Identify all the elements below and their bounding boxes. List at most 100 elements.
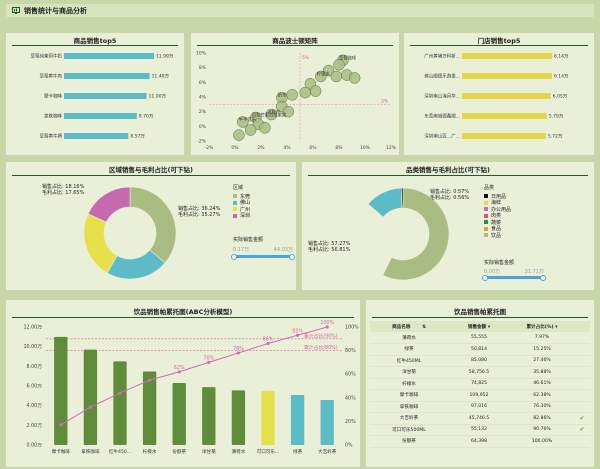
filter-icon[interactable]: ▾ (555, 324, 558, 330)
legend-item[interactable]: 肉类 (484, 213, 511, 219)
filter-icon[interactable]: ▾ (487, 324, 491, 330)
legend-item[interactable]: 海鲜 (484, 200, 511, 206)
table-row[interactable]: 红牛450ML 85,080 27.46% (370, 355, 590, 367)
legend-item[interactable]: 食品 (484, 226, 511, 232)
y-tick-label: 10% (196, 51, 207, 57)
legend-item[interactable]: 佛山 (233, 200, 250, 206)
cumulative-point[interactable] (266, 341, 270, 346)
scatter-point[interactable] (299, 86, 311, 99)
empty-flag (574, 366, 590, 379)
sort-icon[interactable]: ⇅ (422, 324, 426, 330)
title-divider (12, 317, 354, 318)
table-row[interactable]: 份额茶 64,398 100.00% (370, 435, 590, 448)
category-donut-chart[interactable] (302, 176, 594, 290)
table-row[interactable]: 大吉岭茶 45,746.5 82.86% ✔ (370, 412, 590, 425)
region-sales-share: 销售占比: 36.24% (178, 206, 221, 212)
region-donut-chart[interactable] (6, 176, 296, 290)
scatter-point[interactable] (322, 64, 335, 77)
slider-track[interactable] (482, 274, 546, 281)
scatter-point[interactable] (309, 85, 322, 97)
legend-item[interactable]: 深圳 (233, 213, 250, 219)
cumulative-point[interactable] (88, 405, 92, 409)
pie-slice[interactable] (401, 187, 404, 209)
pareto-bar[interactable] (231, 390, 246, 445)
slider-handle-right[interactable] (540, 274, 546, 281)
bar[interactable] (64, 113, 137, 119)
legend-label: 日用品 (491, 193, 507, 200)
scatter-point[interactable] (282, 105, 295, 118)
legend-item[interactable]: 东莞 (233, 193, 250, 200)
bar[interactable] (462, 133, 546, 139)
table-row[interactable]: 洋甘菊 58,756.5 35.88% (370, 366, 590, 379)
scatter-point[interactable] (286, 89, 298, 101)
cumulative-point[interactable] (177, 370, 181, 374)
pie-slice[interactable] (83, 213, 118, 274)
y-tick-label: 6% (199, 80, 207, 86)
legend-item[interactable]: 蔬菜 (484, 219, 511, 226)
table-row[interactable]: 拿铁咖啡 97,016 76.30% (370, 401, 590, 413)
table-row[interactable]: 可口可乐500ML 55,132 90.76% ✔ (370, 424, 590, 436)
slider-track[interactable] (231, 253, 295, 260)
pie-slice[interactable] (87, 186, 131, 223)
slider-handle-left[interactable] (482, 274, 488, 281)
pareto-bar[interactable] (54, 336, 68, 445)
region-sales-share: 销售占比: 18.16% (42, 184, 85, 190)
cumulative-point[interactable] (148, 378, 152, 382)
slider-handle-right[interactable] (289, 253, 295, 260)
scatter-chart[interactable]: 10% 8% 6% 4% 2% 0% -2%-2% 0% 2% 4% 6% 8% 10% 12% 5% 3% 草… (191, 47, 399, 155)
bar[interactable] (462, 93, 551, 99)
x-tick-label: 摩卡咖啡 (52, 448, 71, 455)
cumulative-point[interactable] (236, 351, 240, 355)
table-row[interactable]: 柠檬水 74,825 46.61% (370, 378, 590, 390)
pareto-bar[interactable] (290, 395, 305, 445)
pie-slice[interactable] (382, 187, 450, 281)
scatter-point[interactable] (265, 108, 278, 121)
pareto-bar[interactable] (202, 387, 216, 445)
region-margin-share: 毛利占比: 35.27% (178, 212, 221, 218)
cumulative-point[interactable] (118, 391, 122, 395)
pareto-bar[interactable] (142, 371, 157, 445)
scatter-point[interactable] (259, 122, 271, 134)
scatter-point[interactable] (233, 129, 245, 141)
cumulative-point[interactable] (59, 423, 63, 427)
cumulative-point[interactable] (296, 333, 300, 337)
table-row[interactable]: 摩卡咖啡 109,952 62.38% (370, 389, 590, 402)
legend-item[interactable]: 办公用品 (484, 206, 511, 213)
bar[interactable] (64, 133, 129, 139)
table-row[interactable]: 薄荷水 55,555 7.97% (370, 332, 590, 344)
scatter-point[interactable] (348, 72, 361, 84)
pareto-chart[interactable]: 12.00万 10.00万 8.00万 6.00万 4.00万 2.00万 0.00万 100… (6, 319, 360, 467)
pareto-bar[interactable] (83, 349, 98, 445)
cumulative-point[interactable] (207, 360, 211, 364)
scatter-point[interactable] (330, 70, 343, 83)
pareto-bar[interactable] (320, 400, 334, 445)
cell-cumulative: 7.97% (510, 332, 574, 344)
bar[interactable] (64, 73, 150, 79)
slider-handle-left[interactable] (231, 253, 237, 260)
empty-flag (574, 389, 590, 402)
pareto-bar[interactable] (172, 383, 186, 445)
legend-item[interactable]: 广州 (233, 206, 250, 213)
bar[interactable] (462, 73, 552, 79)
scatter-point[interactable] (237, 116, 249, 128)
bar[interactable] (462, 113, 547, 119)
value-label: 6.14万 (554, 74, 569, 80)
legend-item[interactable]: 日用品 (484, 193, 511, 200)
cumulative-point[interactable] (325, 325, 329, 329)
title-divider (12, 175, 290, 176)
table-row[interactable]: 绿茶 50,814 15.25% (370, 343, 590, 356)
bar[interactable] (64, 53, 154, 59)
pie-slice[interactable] (356, 203, 392, 276)
scatter-point[interactable] (244, 124, 257, 136)
pareto-bar[interactable] (113, 361, 127, 445)
scatter-point[interactable] (333, 58, 345, 71)
col-header-sales[interactable]: 销售金额 ▾ (448, 321, 510, 332)
pie-slice[interactable] (129, 186, 177, 264)
col-header-name[interactable]: 商品名称 ⇅ (370, 321, 448, 332)
pareto-bar[interactable] (261, 390, 275, 445)
col-header-cumulative[interactable]: 累计占比(%) ▾ (510, 321, 574, 332)
legend-item[interactable]: 饮品 (484, 232, 511, 239)
bar[interactable] (64, 93, 147, 99)
scatter-point[interactable] (315, 70, 327, 83)
bar[interactable] (462, 53, 552, 59)
